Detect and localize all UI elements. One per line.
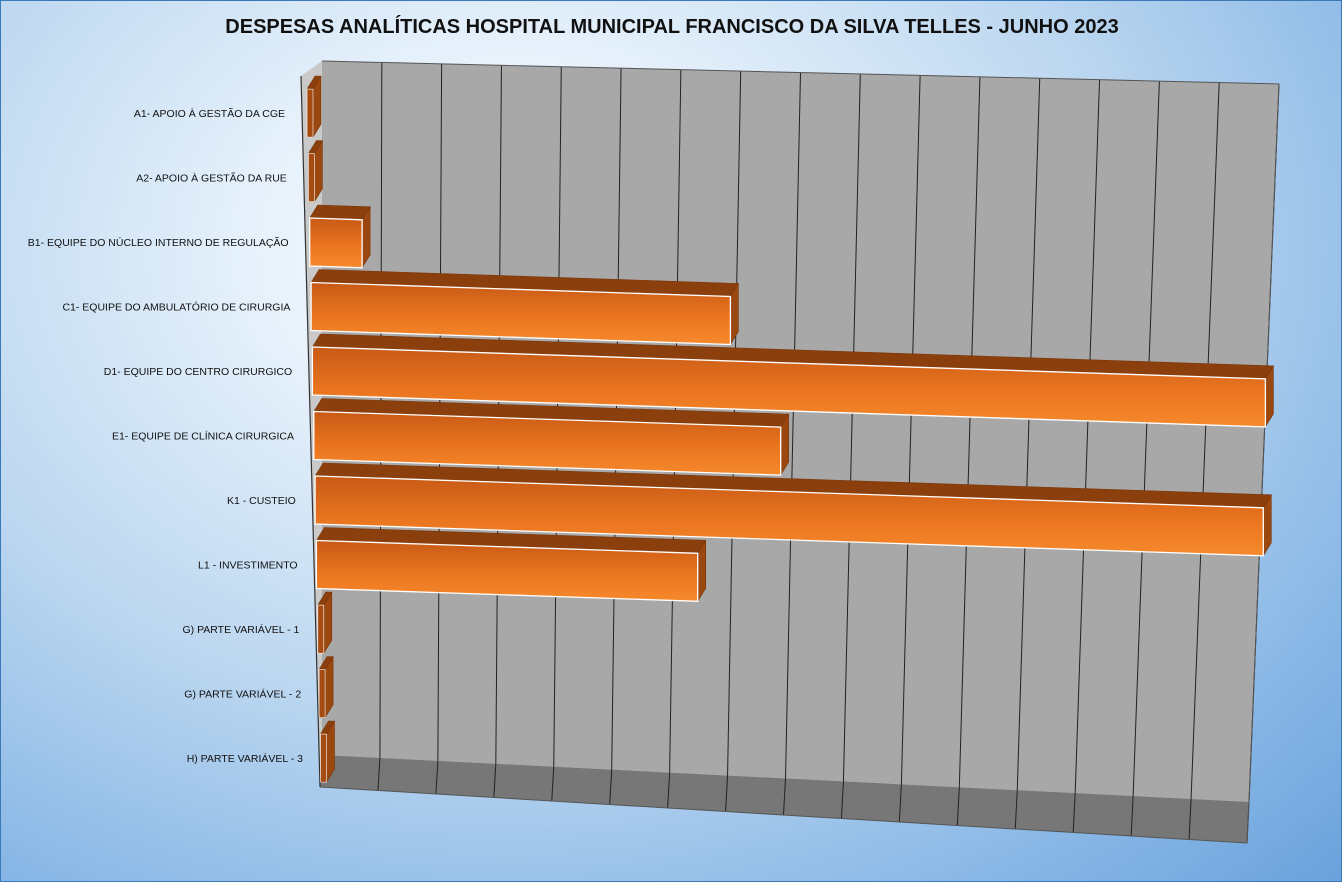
category-label: G) PARTE VARIÁVEL - 1 <box>182 623 299 636</box>
chart-title: DESPESAS ANALÍTICAS HOSPITAL MUNICIPAL F… <box>225 16 1119 38</box>
gridline-floor <box>493 763 497 798</box>
bar <box>308 153 315 203</box>
bar <box>313 410 782 476</box>
bar <box>310 281 732 346</box>
category-label: E1- EQUIPE DE CLÍNICA CIRURGICA <box>112 430 294 443</box>
bar <box>314 475 1264 557</box>
bar <box>320 733 327 783</box>
category-label: B1- EQUIPE DO NÚCLEO INTERNO DE REGULAÇÃ… <box>28 236 289 249</box>
gridline-floor <box>551 766 555 802</box>
gridline-floor <box>377 757 381 791</box>
bar <box>309 217 363 269</box>
gridline-floor <box>725 775 729 812</box>
gridline-floor <box>667 772 671 809</box>
category-label: D1- EQUIPE DO CENTRO CIRURGICO <box>104 366 292 378</box>
plot-edge <box>319 60 1280 844</box>
gridline-floor <box>1072 793 1076 833</box>
bar <box>318 669 326 719</box>
gridline-floor <box>783 778 786 816</box>
category-label: K1 - CUSTEIO <box>227 495 296 507</box>
gridline-floor <box>1014 790 1018 830</box>
category-label: C1- EQUIPE DO AMBULATÓRIO DE CIRURGIA <box>62 301 290 314</box>
category-label: H) PARTE VARIÁVEL - 3 <box>187 752 303 765</box>
gridline-wall <box>1074 79 1101 794</box>
gridline-floor <box>956 787 960 826</box>
gridline-wall <box>1016 78 1041 791</box>
gridline-wall <box>1132 81 1160 797</box>
gridline-floor <box>609 769 613 805</box>
bar <box>311 346 1267 428</box>
gridline-floor <box>840 781 844 819</box>
gridline-wall <box>900 75 921 785</box>
gridline-floor <box>1130 796 1134 837</box>
plot-back-wall <box>322 61 1279 802</box>
gridline-floor <box>1188 799 1192 840</box>
category-label: G) PARTE VARIÁVEL - 2 <box>184 688 301 701</box>
bar <box>315 539 699 602</box>
gridline-floor <box>435 760 439 795</box>
gridline-wall <box>842 73 861 782</box>
bar <box>317 604 325 654</box>
bar-top-face <box>309 204 371 221</box>
gridline-wall <box>785 72 801 779</box>
category-label: L1 - INVESTIMENTO <box>198 560 298 572</box>
category-label: A1- APOIO À GESTÃO DA CGE <box>134 107 285 120</box>
gridline-wall <box>1190 82 1220 800</box>
bar <box>306 88 314 138</box>
category-label: A2- APOIO À GESTÃO DA RUE <box>136 172 287 185</box>
gridline-wall <box>958 76 981 788</box>
gridline-floor <box>898 784 902 823</box>
category-axis-line <box>300 75 321 788</box>
